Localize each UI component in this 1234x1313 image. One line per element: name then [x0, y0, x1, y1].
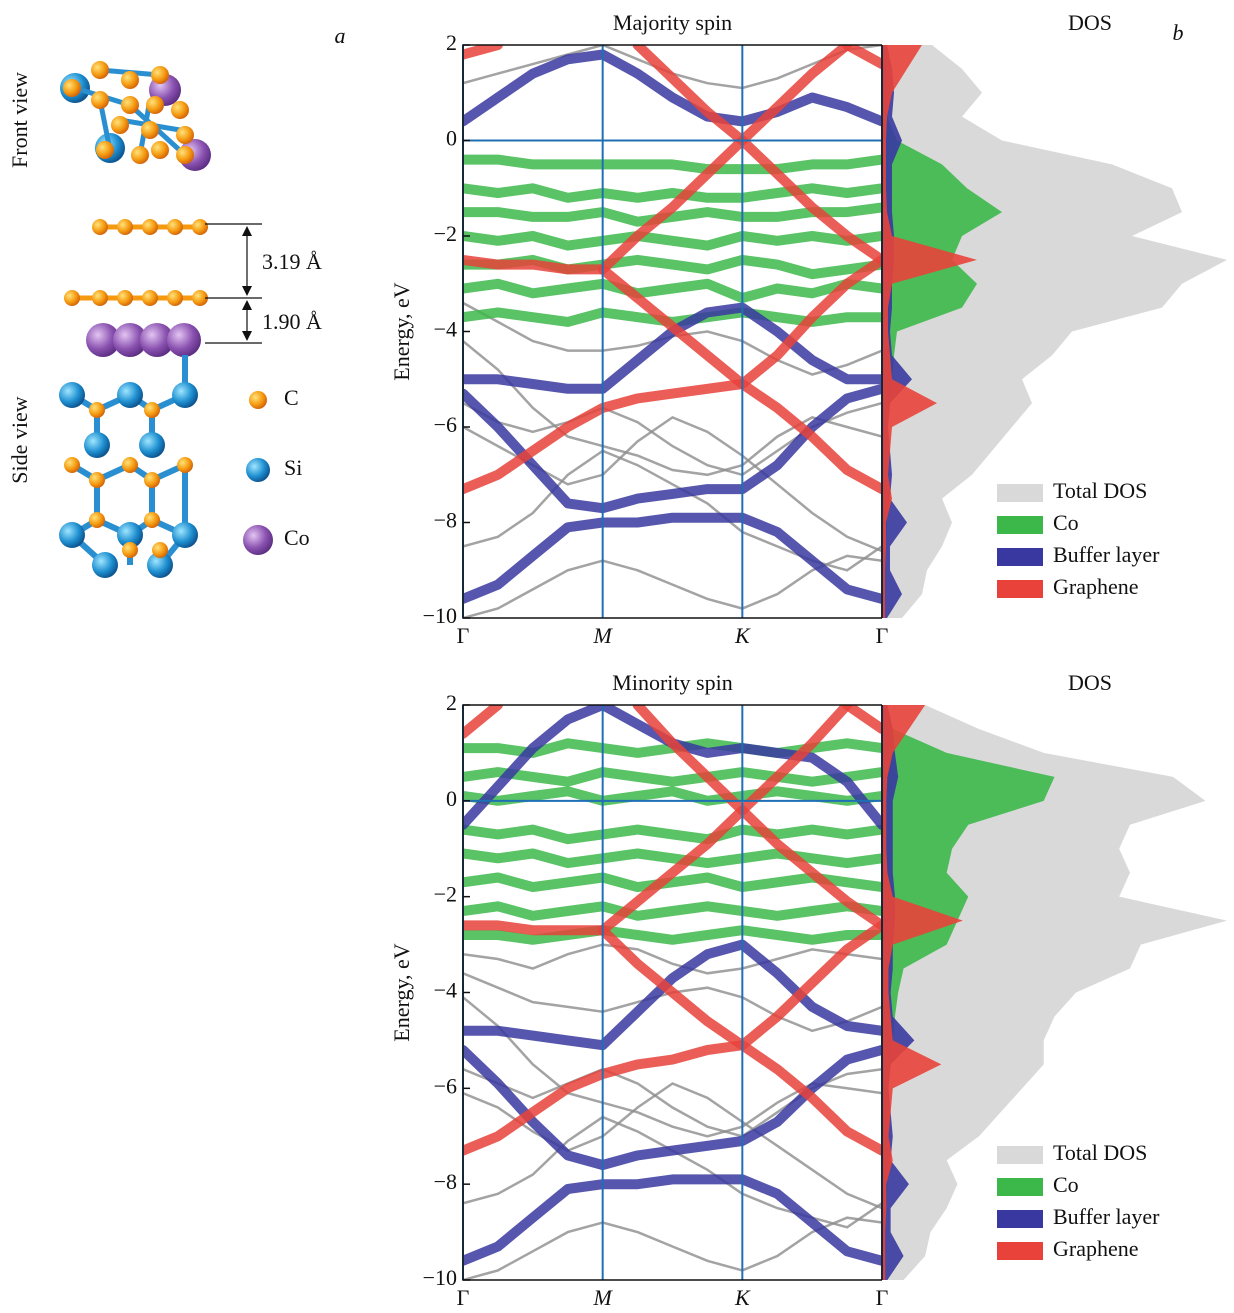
projected-band — [463, 906, 882, 916]
x-tick-label: Γ — [457, 1285, 470, 1310]
x-tick-label: Γ — [457, 623, 470, 648]
atom-label: Si — [284, 455, 302, 480]
distance-label: 1.90 Å — [262, 309, 322, 334]
projected-band — [463, 188, 882, 198]
projected-band — [463, 854, 882, 864]
y-tick-label: −10 — [423, 603, 457, 628]
projected-band — [463, 705, 882, 825]
legend-swatch — [997, 1146, 1043, 1164]
y-tick-label: −2 — [434, 221, 457, 246]
y-tick-label: −10 — [423, 1265, 457, 1290]
legend-swatch — [997, 1210, 1043, 1228]
dos-title: DOS — [1068, 670, 1112, 695]
x-tick-label: M — [593, 623, 614, 648]
legend-label: Graphene — [1053, 1236, 1139, 1261]
atom-label: Co — [284, 525, 310, 550]
bands — [463, 45, 882, 618]
x-tick-label: Γ — [876, 623, 889, 648]
background-band — [463, 1117, 882, 1227]
view-label: Front view — [7, 72, 32, 168]
projected-band — [463, 791, 882, 801]
legend-swatch — [997, 1242, 1043, 1260]
legend-label: Co — [1053, 510, 1079, 535]
projected-band — [463, 772, 882, 782]
y-tick-label: −6 — [434, 412, 457, 437]
view-label: Side view — [7, 396, 32, 483]
panel-label: a — [335, 23, 346, 48]
projected-band — [463, 160, 882, 170]
legend: Total DOS Co Buffer layer Graphene — [997, 1140, 1160, 1261]
structure-panel: a Front view Side view — [7, 23, 345, 578]
legend-label: Total DOS — [1053, 1140, 1147, 1165]
legend-swatch — [997, 516, 1043, 534]
legend-swatch — [997, 548, 1043, 566]
chart-title: Minority spin — [612, 670, 732, 695]
legend-label: Co — [1053, 1172, 1079, 1197]
distance-markers: 3.19 Å 1.90 Å — [205, 224, 322, 343]
y-tick-label: 2 — [446, 690, 457, 715]
legend: Total DOS Co Buffer layer Graphene — [997, 478, 1160, 599]
background-band — [463, 945, 882, 974]
legend-swatch — [997, 580, 1043, 598]
atom-legend: C Si Co — [243, 385, 310, 555]
y-tick-label: 2 — [446, 30, 457, 55]
legend-label: Buffer layer — [1053, 1204, 1160, 1229]
legend-label: Buffer layer — [1053, 542, 1160, 567]
y-tick-label: 0 — [446, 126, 457, 151]
y-tick-label: −4 — [434, 978, 457, 1003]
x-tick-label: K — [734, 1285, 751, 1310]
legend-label: Total DOS — [1053, 478, 1147, 503]
dos-title: DOS — [1068, 10, 1112, 35]
chart-title: Majority spin — [613, 10, 732, 35]
figure: a Front view Side view — [0, 0, 1234, 1313]
projected-band — [463, 284, 882, 298]
x-tick-label: M — [593, 1285, 614, 1310]
legend-label: Graphene — [1053, 574, 1139, 599]
bands — [463, 705, 882, 1280]
y-tick-label: −8 — [434, 508, 457, 533]
legend-swatch — [997, 1178, 1043, 1196]
front-view — [60, 61, 211, 171]
distance-label: 3.19 Å — [262, 249, 322, 274]
side-view — [59, 219, 208, 578]
projected-band — [463, 1045, 882, 1150]
legend-swatch — [997, 484, 1043, 502]
y-tick-label: −8 — [434, 1169, 457, 1194]
x-tick-label: K — [734, 623, 751, 648]
y-axis-label: Energy, eV — [389, 282, 414, 380]
panel-label: b — [1173, 20, 1184, 45]
y-tick-label: 0 — [446, 786, 457, 811]
projected-band — [463, 236, 882, 246]
atom-label: C — [284, 385, 299, 410]
y-axis-label: Energy, eV — [389, 943, 414, 1041]
y-tick-label: −6 — [434, 1073, 457, 1098]
y-tick-label: −4 — [434, 317, 457, 342]
x-tick-label: Γ — [876, 1285, 889, 1310]
projected-band — [463, 518, 882, 599]
projected-band — [463, 830, 882, 840]
y-tick-label: −2 — [434, 882, 457, 907]
